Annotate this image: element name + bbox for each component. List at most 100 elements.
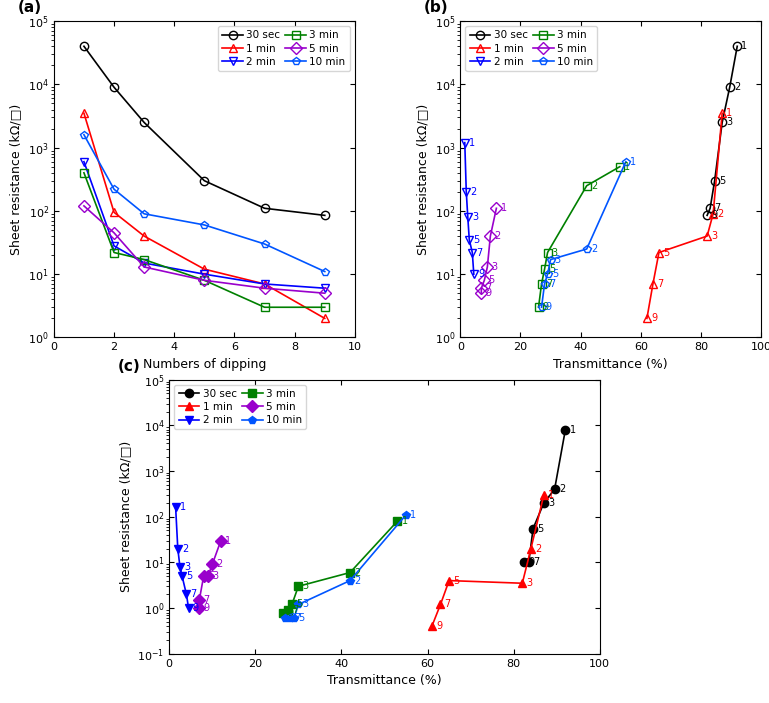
30 sec: [710, 176, 719, 185]
1 min: [539, 491, 548, 499]
Text: 7: 7: [657, 279, 664, 289]
1 min: [526, 544, 535, 553]
Line: 1 min: 1 min: [80, 109, 329, 323]
2 min: [175, 562, 185, 571]
2 min: [79, 157, 88, 166]
5 min: [79, 202, 88, 210]
Text: (b): (b): [424, 0, 449, 15]
30 sec: [320, 211, 329, 219]
Y-axis label: Sheet resistance (kΩ/□): Sheet resistance (kΩ/□): [9, 103, 22, 255]
3 min: [288, 600, 297, 609]
Text: 1: 1: [570, 425, 576, 434]
Text: 2: 2: [559, 484, 565, 494]
2 min: [468, 248, 477, 257]
10 min: [294, 600, 303, 609]
Text: 2: 2: [591, 181, 597, 191]
Text: 1: 1: [624, 162, 630, 172]
Text: 7: 7: [477, 247, 483, 257]
10 min: [289, 614, 298, 622]
Text: 9: 9: [546, 302, 552, 312]
Text: 3: 3: [548, 498, 554, 508]
2 min: [184, 604, 193, 612]
30 sec: [139, 118, 148, 127]
Line: 2 min: 2 min: [171, 503, 193, 612]
30 sec: [725, 83, 734, 91]
5 min: [200, 276, 209, 285]
Text: 1: 1: [630, 157, 636, 167]
Text: 9: 9: [528, 557, 534, 567]
2 min: [109, 242, 118, 250]
10 min: [401, 510, 411, 519]
30 sec: [528, 524, 538, 533]
10 min: [285, 614, 295, 622]
Text: 3: 3: [551, 247, 558, 257]
Text: 7: 7: [294, 613, 300, 624]
2 min: [464, 236, 474, 244]
Legend: 30 sec, 1 min, 2 min, 3 min, 5 min, 10 min: 30 sec, 1 min, 2 min, 3 min, 5 min, 10 m…: [175, 385, 306, 430]
Text: 2: 2: [355, 576, 361, 586]
30 sec: [561, 425, 570, 434]
Line: 1 min: 1 min: [643, 109, 727, 323]
Text: 7: 7: [291, 605, 298, 615]
X-axis label: Transmittance (%): Transmittance (%): [327, 674, 442, 688]
3 min: [615, 162, 624, 171]
Text: 5: 5: [549, 264, 555, 274]
Text: 2: 2: [535, 543, 541, 554]
Text: (a): (a): [18, 0, 42, 15]
30 sec: [109, 83, 118, 91]
Text: 5: 5: [538, 524, 544, 534]
X-axis label: Transmittance (%): Transmittance (%): [554, 358, 668, 371]
1 min: [139, 232, 148, 240]
1 min: [109, 208, 118, 217]
10 min: [260, 240, 269, 248]
1 min: [717, 109, 727, 117]
5 min: [216, 536, 225, 545]
Text: 2: 2: [216, 560, 223, 569]
Text: 9: 9: [543, 302, 549, 312]
30 sec: [79, 42, 88, 51]
3 min: [320, 303, 329, 311]
Text: 9: 9: [485, 288, 491, 298]
1 min: [200, 265, 209, 273]
Text: 7: 7: [204, 595, 210, 605]
5 min: [491, 204, 501, 212]
3 min: [278, 608, 288, 617]
Line: 10 min: 10 min: [538, 157, 630, 311]
5 min: [139, 263, 148, 271]
5 min: [486, 232, 495, 240]
Text: 9: 9: [288, 607, 294, 617]
Text: 3: 3: [472, 212, 478, 222]
10 min: [320, 267, 329, 276]
Text: 2: 2: [355, 567, 361, 578]
5 min: [477, 284, 486, 292]
Text: 1: 1: [469, 138, 475, 148]
Line: 10 min: 10 min: [281, 510, 410, 622]
3 min: [537, 280, 546, 288]
5 min: [109, 228, 118, 237]
30 sec: [260, 204, 269, 212]
1 min: [428, 622, 437, 631]
Text: 9: 9: [478, 269, 484, 279]
Line: 5 min: 5 min: [80, 202, 329, 297]
Text: 5: 5: [474, 235, 480, 245]
Line: 10 min: 10 min: [80, 131, 329, 276]
5 min: [320, 289, 329, 297]
10 min: [200, 221, 209, 229]
10 min: [281, 614, 290, 622]
Text: 9: 9: [651, 314, 657, 323]
Text: 7: 7: [444, 600, 451, 610]
3 min: [345, 568, 355, 576]
Line: 3 min: 3 min: [80, 169, 329, 311]
2 min: [320, 284, 329, 292]
3 min: [582, 181, 591, 190]
10 min: [543, 270, 552, 278]
2 min: [460, 138, 469, 147]
1 min: [320, 314, 329, 323]
2 min: [178, 572, 187, 581]
Text: 3: 3: [727, 117, 732, 127]
2 min: [171, 503, 180, 512]
3 min: [139, 255, 148, 264]
5 min: [260, 284, 269, 292]
Text: 1: 1: [727, 108, 732, 118]
Text: 7: 7: [485, 283, 491, 293]
